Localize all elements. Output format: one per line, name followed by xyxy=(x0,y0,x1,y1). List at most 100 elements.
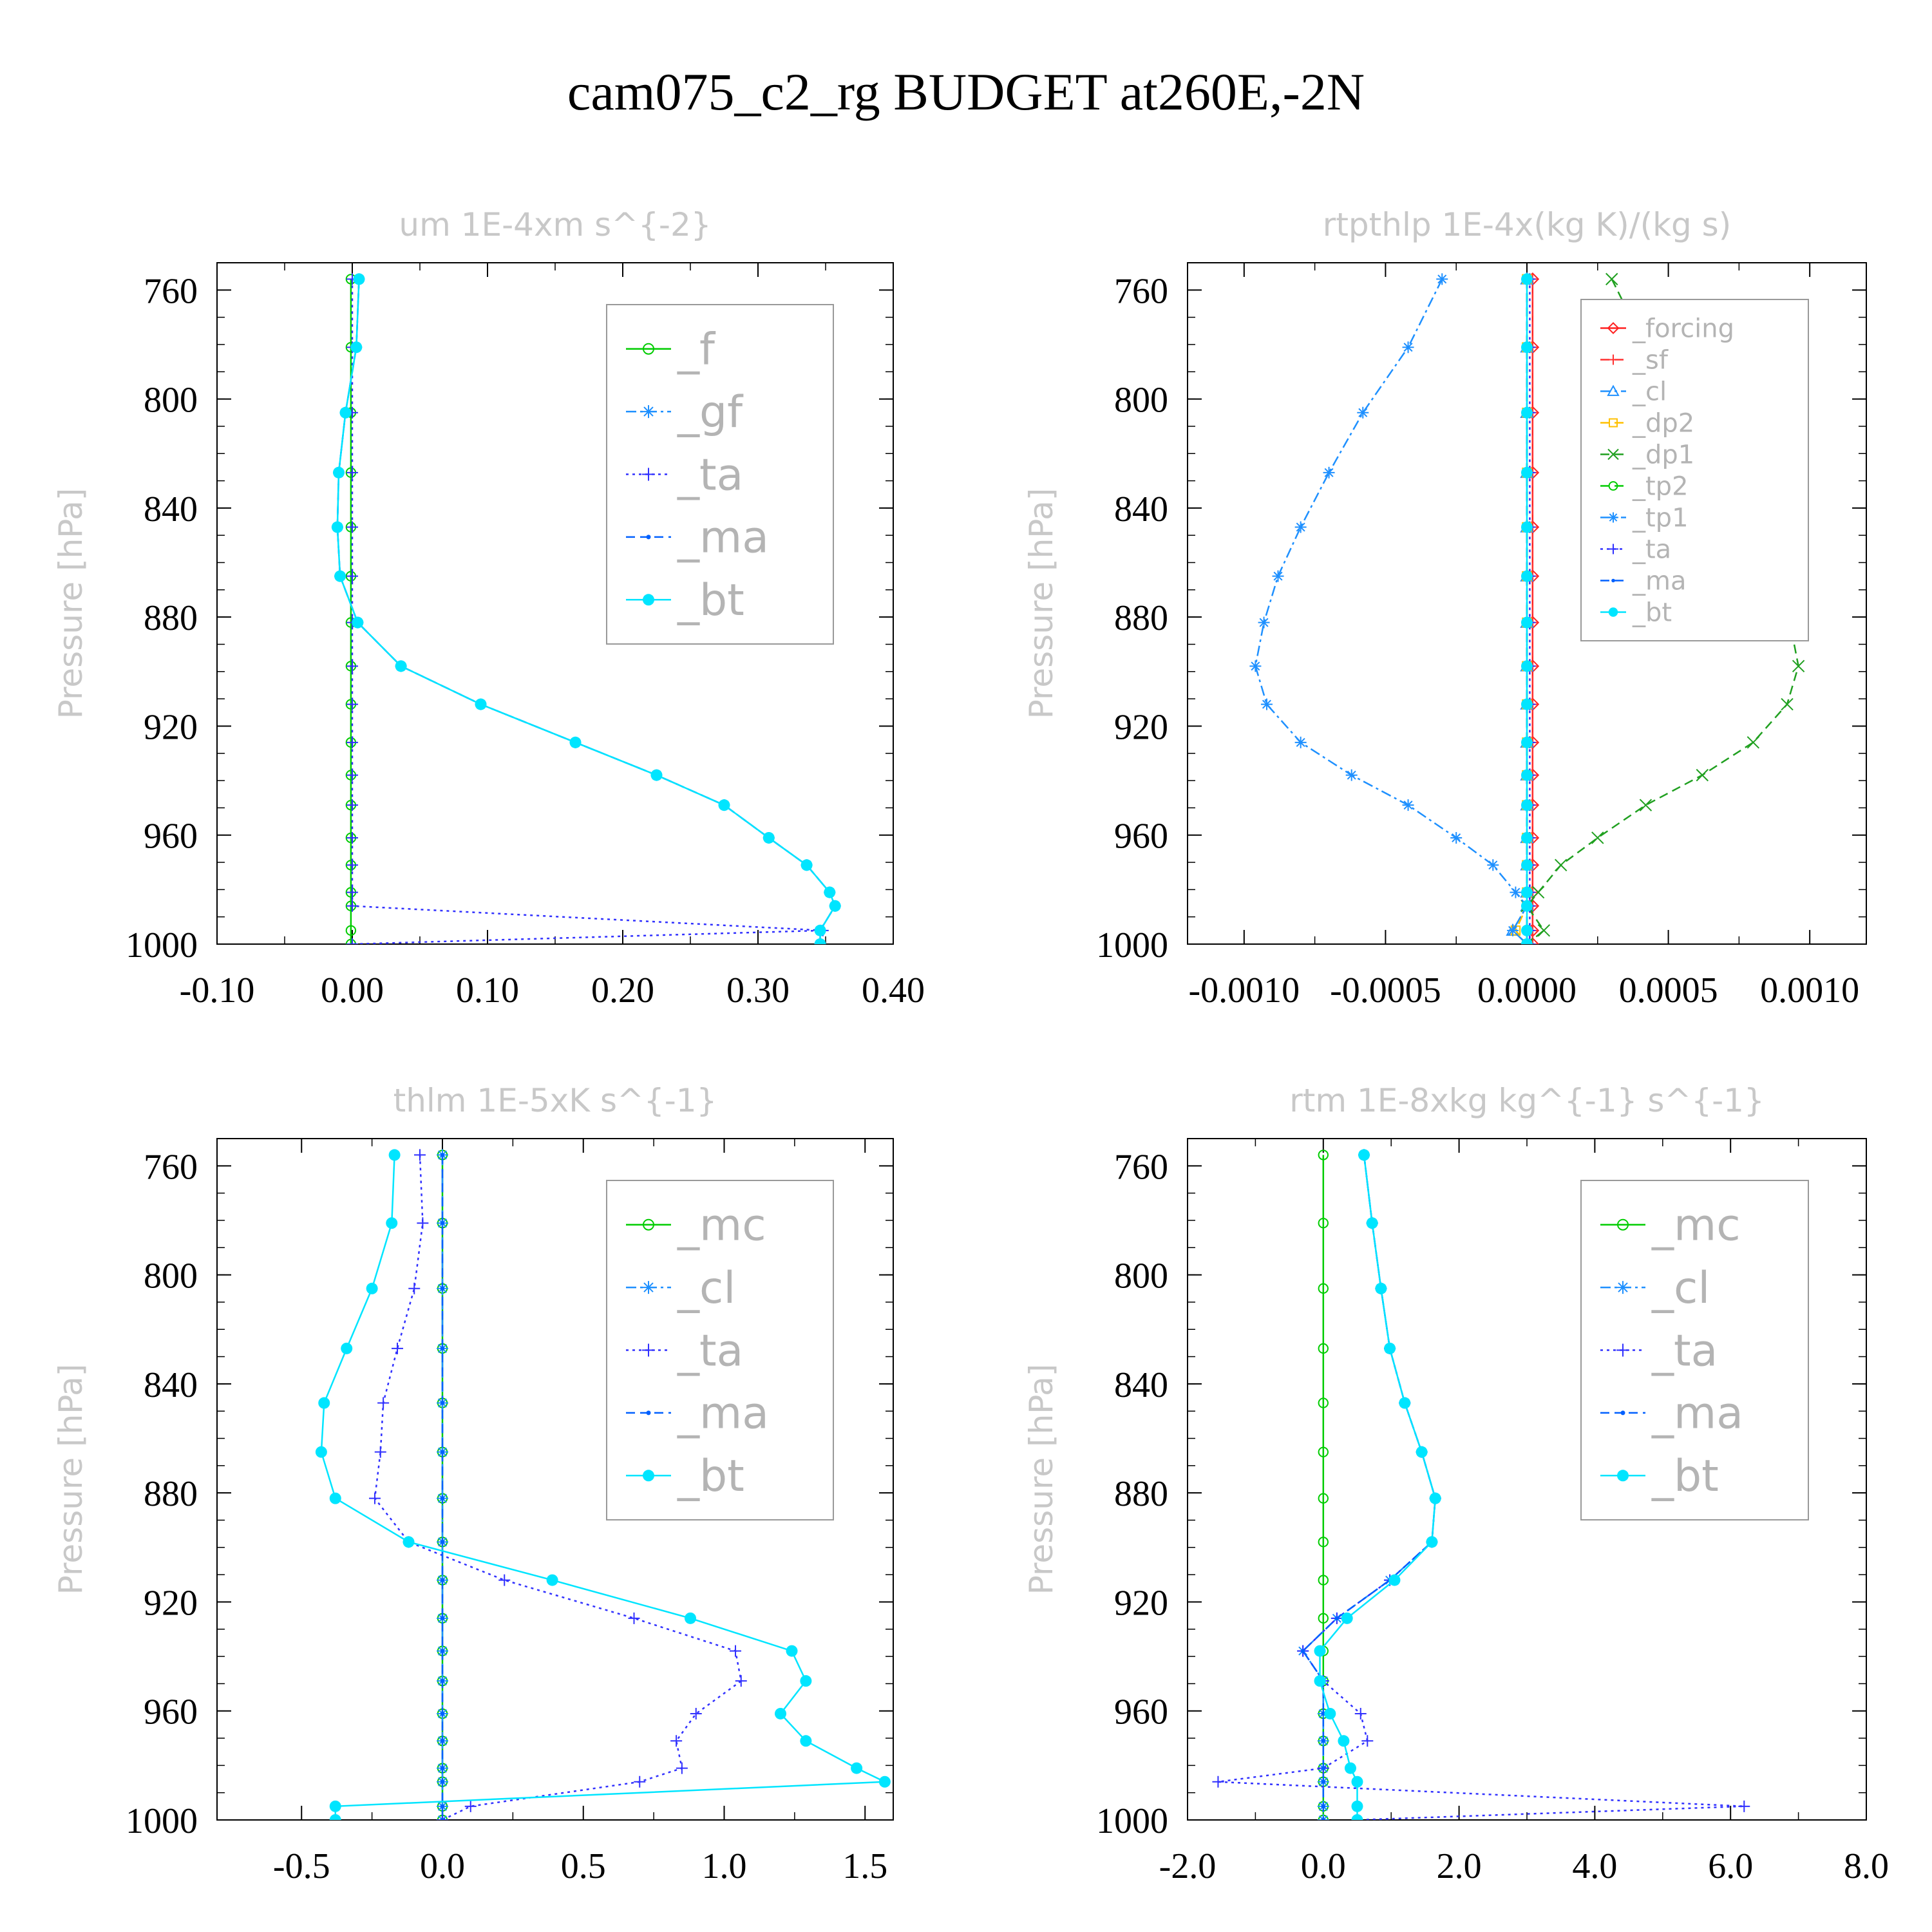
data-point-ta xyxy=(346,769,358,781)
chart-panel-1: um 1E-4xm s^{-2} Pressure [hPa] -0.10 0.00 0… xyxy=(52,206,925,1010)
legend: _mc _cl _ta _ma _bt xyxy=(1580,1180,1809,1520)
data-point-dp1 xyxy=(1639,799,1653,811)
x-tick-label: 0.0005 xyxy=(1619,971,1718,1010)
data-point-ma xyxy=(440,1578,445,1582)
data-point-mc xyxy=(1318,1150,1329,1160)
y-tick-label: 960 xyxy=(144,1692,198,1732)
data-point-ta xyxy=(690,1707,702,1719)
legend-label: _tp1 xyxy=(1632,504,1689,533)
data-point-ta xyxy=(1361,1735,1374,1747)
data-point-ma xyxy=(440,1346,445,1351)
data-point-ta xyxy=(346,886,358,898)
data-point-ma xyxy=(440,1649,445,1653)
data-point-bt xyxy=(366,1282,378,1294)
legend: _f _gf _ta _ma _bt xyxy=(606,304,834,645)
legend-label: _cl xyxy=(1632,377,1667,407)
y-tick-label: 760 xyxy=(144,271,198,311)
legend-label: _cl xyxy=(1651,1263,1710,1314)
data-point-ta xyxy=(346,698,358,710)
plot-area xyxy=(315,1149,891,1820)
data-point-ma xyxy=(440,1401,445,1405)
data-point-dp1 xyxy=(1605,272,1618,286)
data-point-ma xyxy=(1321,1711,1325,1716)
data-point-dp1 xyxy=(1591,831,1604,844)
data-point-bt xyxy=(650,769,663,781)
y-tick-label: 960 xyxy=(1114,817,1168,857)
data-point-ta xyxy=(346,831,358,844)
data-point-bt xyxy=(775,1707,786,1719)
data-point-ma xyxy=(440,1286,445,1291)
data-point-bt xyxy=(329,1800,341,1812)
legend-marker xyxy=(1609,418,1618,428)
data-point-ma xyxy=(440,1779,445,1784)
legend-label: _ma xyxy=(1632,567,1686,596)
x-tick-label: -2.0 xyxy=(1159,1846,1217,1886)
x-tick-label: 0.0 xyxy=(420,1846,465,1886)
data-point-ta xyxy=(392,1342,403,1354)
y-tick-label: 920 xyxy=(144,707,198,747)
data-point-bt xyxy=(333,466,345,478)
data-point-bt xyxy=(1521,736,1533,748)
data-point-ta xyxy=(1212,1776,1224,1788)
chart-panel-2: rtpthlp 1E-4x(kg K)/(kg s) Pressure [hPa]… xyxy=(1023,206,1867,1010)
data-point-bt xyxy=(352,616,364,629)
data-point-bt xyxy=(318,1397,330,1409)
chart-panel-4: rtm 1E-8xkg kg^{-1} s^{-1} Pressure [hPa]… xyxy=(1023,1082,1889,1886)
data-point-bt xyxy=(1344,1762,1356,1774)
data-point-bt xyxy=(1314,1675,1326,1687)
data-point-ta xyxy=(437,1814,448,1820)
figure-title: cam075_c2_rg BUDGET at260E,-2N xyxy=(567,62,1365,121)
data-point-bt xyxy=(1314,1645,1326,1657)
data-point-ma xyxy=(440,1679,445,1683)
data-point-bt xyxy=(1521,406,1533,419)
legend-label: _sf xyxy=(1632,346,1669,375)
data-point-ta xyxy=(346,466,358,478)
panel-title: rtm 1E-8xkg kg^{-1} s^{-1} xyxy=(1289,1082,1765,1119)
data-point-ma xyxy=(440,1153,445,1157)
data-point-tp1 xyxy=(1487,859,1499,871)
data-point-dp1 xyxy=(1792,659,1805,673)
plot-area xyxy=(331,273,841,944)
data-point-bt xyxy=(1521,886,1533,898)
data-point-dp1 xyxy=(1554,858,1567,871)
plot-frame xyxy=(216,1138,894,1821)
data-point-ta xyxy=(634,1776,646,1788)
data-point-bt xyxy=(1521,698,1533,710)
data-point-tp1 xyxy=(1436,273,1448,285)
data-point-bt xyxy=(388,1149,401,1161)
data-point-f xyxy=(345,938,357,944)
series-line-dp2 xyxy=(1514,279,1528,944)
data-point-bt xyxy=(350,341,363,354)
series-line-bt xyxy=(1319,1155,1436,1820)
data-point-ta xyxy=(377,1397,390,1409)
data-point-bt xyxy=(546,1574,558,1586)
legend-marker xyxy=(643,1470,654,1482)
data-point-bt xyxy=(1521,769,1533,781)
data-point-tp1 xyxy=(1507,924,1519,936)
legend-label: _f xyxy=(677,325,716,375)
x-tick-label: 0.5 xyxy=(561,1846,606,1886)
legend-marker xyxy=(1608,607,1618,617)
data-point-bt xyxy=(475,698,487,710)
x-tick-label: -0.0005 xyxy=(1330,971,1441,1010)
y-tick-label: 960 xyxy=(1114,1692,1168,1732)
data-point-ta xyxy=(346,799,358,811)
data-point-bt xyxy=(331,521,343,533)
legend-marker xyxy=(1607,322,1620,334)
legend-label: _dp1 xyxy=(1632,440,1694,470)
data-point-tp1 xyxy=(1345,769,1358,781)
legend-label: _bt xyxy=(1632,598,1672,628)
data-point-bt xyxy=(1384,1342,1396,1354)
data-point-ma xyxy=(440,1739,445,1743)
data-point-ta xyxy=(408,1282,421,1294)
data-point-ta xyxy=(346,859,358,871)
data-point-bt xyxy=(341,1342,353,1354)
data-point-bt xyxy=(329,1492,341,1504)
data-point-tp1 xyxy=(1260,698,1273,710)
data-point-bt xyxy=(800,1675,812,1687)
series-line-ta xyxy=(374,1155,743,1820)
y-tick-label: 840 xyxy=(1114,489,1168,529)
x-tick-label: 1.0 xyxy=(702,1846,747,1886)
y-tick-label: 1000 xyxy=(126,1801,198,1841)
data-point-bt xyxy=(334,570,346,582)
